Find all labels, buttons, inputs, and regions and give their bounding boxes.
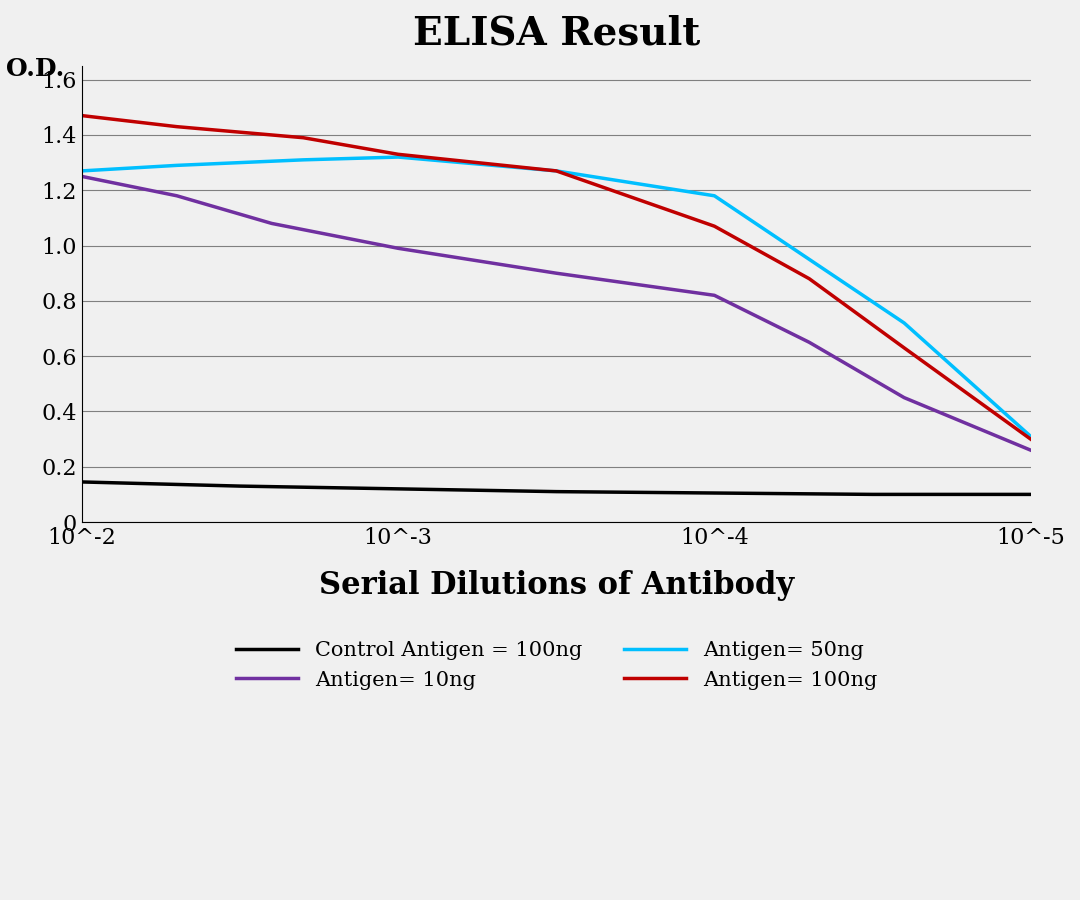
Text: O.D.: O.D. — [6, 57, 65, 81]
Legend: Control Antigen = 100ng, Antigen= 10ng, Antigen= 50ng, Antigen= 100ng: Control Antigen = 100ng, Antigen= 10ng, … — [227, 633, 886, 698]
X-axis label: Serial Dilutions of Antibody: Serial Dilutions of Antibody — [319, 570, 794, 600]
Title: ELISA Result: ELISA Result — [413, 15, 700, 53]
